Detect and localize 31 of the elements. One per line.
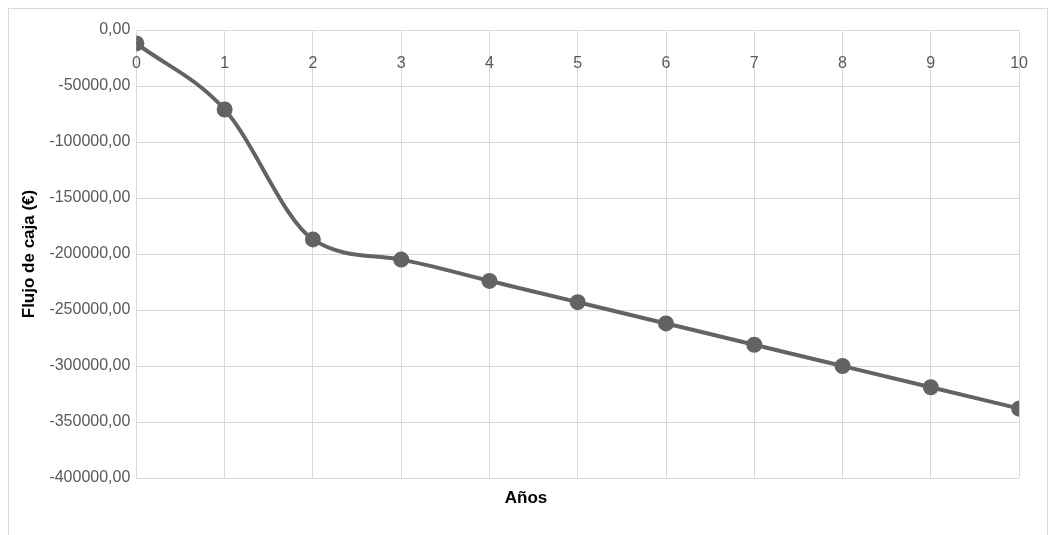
point	[481, 272, 498, 289]
point	[922, 379, 939, 396]
x-tick-label: 9	[926, 54, 936, 72]
y-tick-label: 0,00	[99, 20, 131, 38]
y-tick-label: -200000,00	[49, 244, 131, 262]
y-tick-label: -50000,00	[58, 76, 131, 94]
point	[216, 101, 233, 118]
point	[658, 315, 675, 332]
x-tick-label: 10	[1010, 54, 1029, 72]
point	[834, 358, 851, 374]
point	[304, 231, 321, 248]
x-tick-label: 2	[308, 54, 318, 72]
x-tick-label: 1	[220, 54, 230, 72]
y-tick-label: -400000,00	[49, 468, 131, 486]
point	[393, 251, 410, 268]
y-tick-label: -250000,00	[49, 300, 131, 318]
y-axis-title: Flujo de caja (€)	[18, 189, 38, 319]
y-tick-label: -300000,00	[49, 356, 131, 374]
point	[569, 294, 586, 311]
y-tick-label: -350000,00	[49, 412, 131, 430]
x-tick-label: 7	[749, 54, 759, 72]
y-tick-label: -150000,00	[49, 188, 131, 206]
x-tick-label: 4	[485, 54, 494, 72]
x-tick-label: 5	[573, 54, 583, 72]
y-tick-label: -100000,00	[49, 132, 131, 150]
point	[746, 336, 763, 353]
x-tick-label: 8	[838, 54, 848, 72]
x-tick-label: 3	[396, 54, 406, 72]
x-axis-title: Años	[503, 488, 549, 508]
x-tick-label: 0	[131, 54, 141, 72]
x-tick-label: 6	[661, 54, 671, 72]
